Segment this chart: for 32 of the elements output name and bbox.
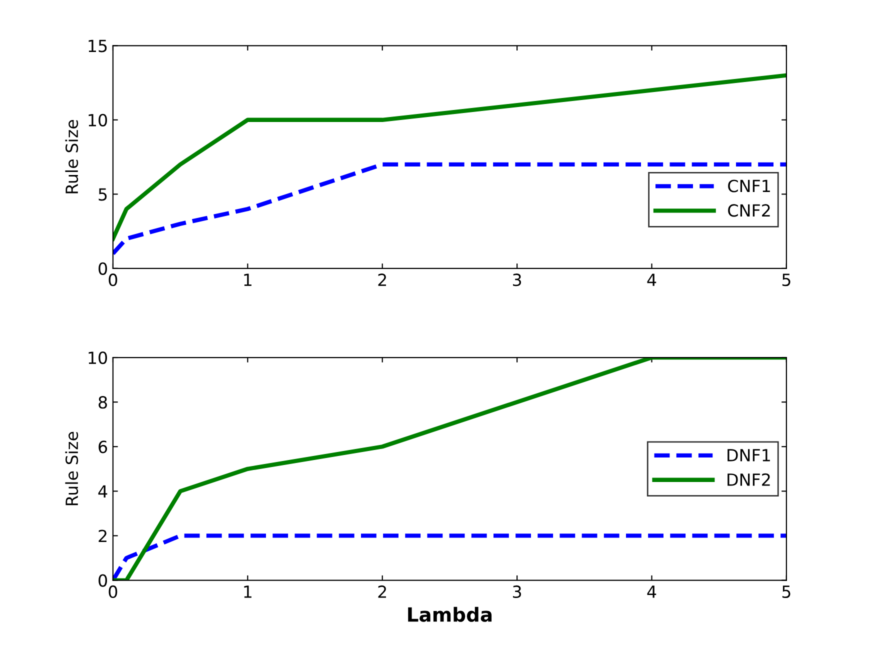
y-tick-label: 4 [98, 485, 108, 498]
y-tick-label: 8 [98, 396, 107, 409]
y-tick-label: 2 [98, 530, 106, 542]
x-tick-label: 2 [378, 585, 386, 598]
line-series [112, 358, 786, 580]
x-axis-title: Lambda [408, 606, 492, 622]
y-tick-label: 5 [98, 188, 107, 201]
x-tick-label: 3 [513, 585, 522, 598]
x-tick-label: 2 [378, 274, 386, 286]
y-axis-title: Rule Size [65, 120, 78, 194]
legend-label: CNF1 [728, 180, 770, 192]
y-axis-title: Rule Size [65, 432, 78, 506]
line-series [112, 73, 786, 241]
y-tick-label: 10 [88, 114, 107, 126]
x-tick-label: 4 [647, 586, 656, 598]
y-tick-label: 0 [98, 262, 107, 275]
y-tick-label: 0 [98, 574, 107, 587]
x-tick-label: 3 [513, 274, 522, 286]
line-series [112, 162, 786, 256]
y-tick-label: 10 [88, 351, 107, 364]
x-tick-label: 0 [108, 274, 118, 286]
x-tick-label: 5 [782, 274, 790, 286]
x-tick-label: 1 [244, 274, 252, 286]
x-tick-label: 5 [782, 586, 790, 598]
y-tick-label: 15 [88, 40, 107, 52]
x-tick-label: 0 [108, 585, 118, 598]
legend-label: CNF2 [728, 204, 770, 217]
x-tick-label: 4 [647, 274, 656, 286]
legend-label: DNF1 [728, 449, 770, 462]
legend-label: DNF2 [728, 473, 770, 486]
x-tick-label: 1 [244, 586, 252, 598]
y-tick-label: 6 [98, 440, 108, 454]
